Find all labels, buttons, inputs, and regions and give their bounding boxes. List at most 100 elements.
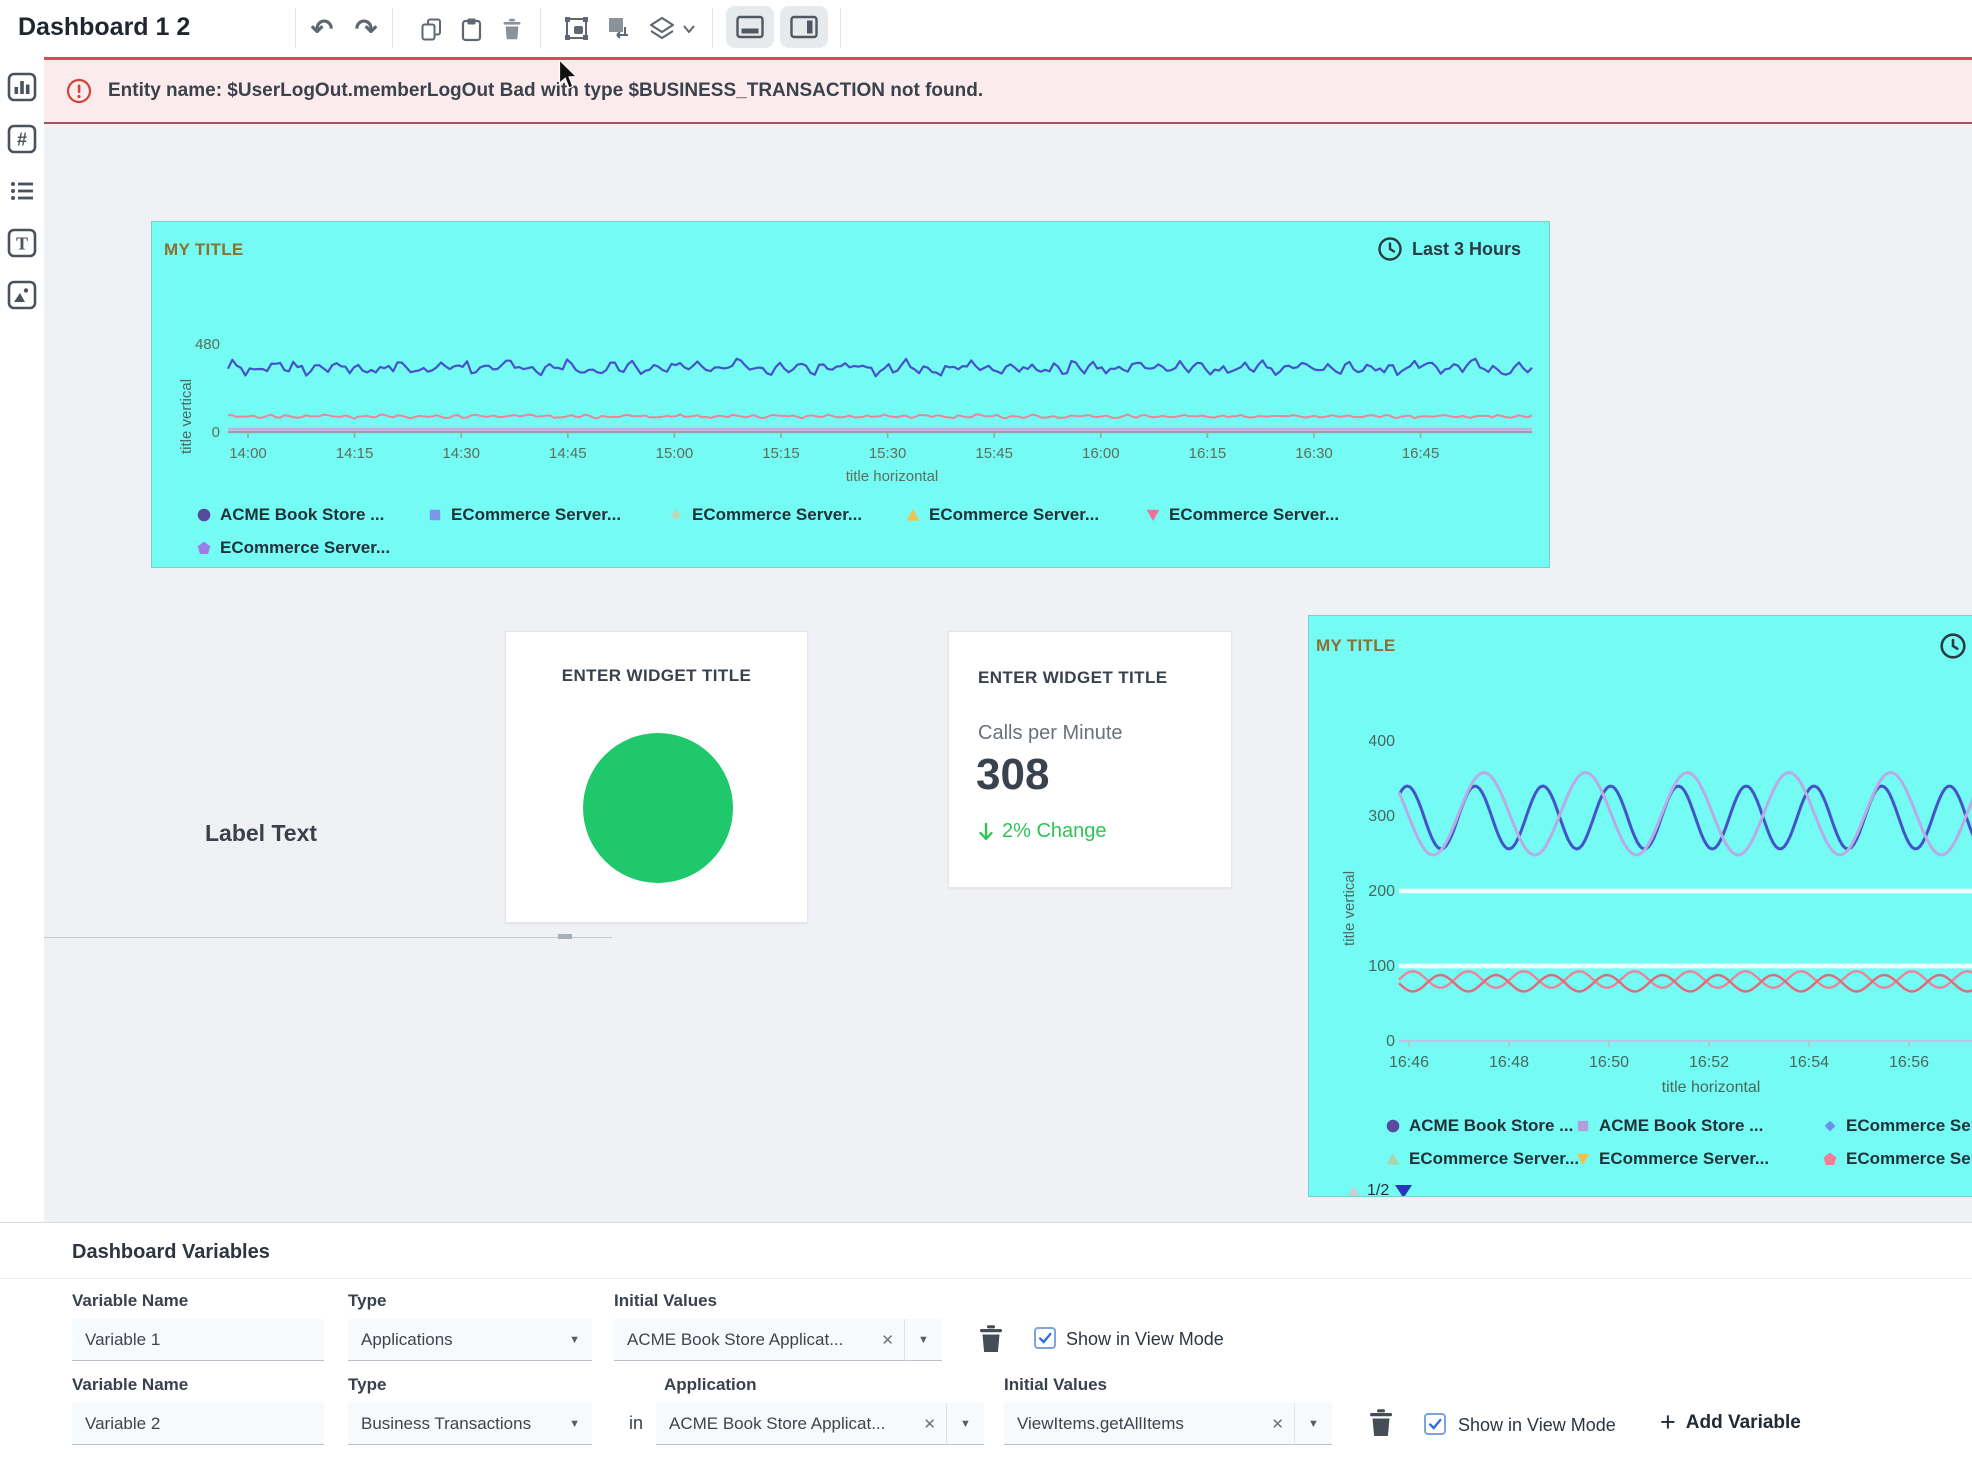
toggle-bottom-panel-button[interactable] [726,6,774,48]
initial-values-token[interactable]: ViewItems.getAllItems ✕ [1004,1403,1294,1445]
metric-change: 2% Change [978,820,1107,843]
legend-item[interactable]: ECommerce Server... [428,505,669,525]
square-marker-icon [428,508,442,522]
dashboard-editor: Dashboard 1 2 ↶ ↷ [0,0,1972,1484]
sidebar-item-text-widget[interactable]: T [6,227,38,259]
legend-item[interactable]: ECommerce Server... [1576,1149,1823,1169]
right-panel-icon [789,14,819,40]
check-icon [1427,1416,1443,1432]
initial-values-dropdown[interactable]: ▼ [1294,1403,1332,1445]
legend-label: ECommerce Server... [1169,505,1339,525]
label-widget[interactable]: Label Text [205,820,317,847]
layers-button[interactable] [643,10,681,48]
selection-resize-handle[interactable] [558,934,572,939]
arrow-down-icon [978,822,994,842]
legend-item[interactable]: ECommerce Server... [669,505,906,525]
variable-name-input[interactable]: Variable 1 [72,1319,324,1361]
metric-widget[interactable]: ENTER WIDGET TITLE Calls per Minute 308 … [948,631,1232,888]
svg-text:15:15: 15:15 [762,445,800,462]
undo-button[interactable]: ↶ [303,10,341,48]
sidebar-item-image-widget[interactable] [6,279,38,311]
svg-text:300: 300 [1369,808,1395,825]
type-select[interactable]: Applications ▼ [348,1319,592,1361]
number-icon: # [6,123,38,155]
chevron-down-icon: ▼ [918,1334,929,1346]
widget-title-placeholder[interactable]: ENTER WIDGET TITLE [978,668,1167,688]
square-marker-icon [1576,1119,1590,1133]
legend-label: ACME Book Store ... [1409,1116,1573,1136]
show-in-view-mode-checkbox[interactable] [1424,1413,1446,1435]
metric-change-label: 2% Change [1002,820,1107,843]
variable-name-label: Variable Name [72,1375,188,1395]
remove-token-icon[interactable]: ✕ [1261,1415,1294,1433]
copy-icon [418,16,445,43]
widget-title[interactable]: MY TITLE [164,240,244,260]
legend-item[interactable]: ECommerce Server... [197,538,428,558]
application-token[interactable]: ACME Book Store Applicat... ✕ [656,1403,946,1445]
page-down-icon[interactable] [1395,1185,1412,1198]
svg-text:100: 100 [1369,958,1395,975]
svg-text:title horizontal: title horizontal [846,468,939,485]
toggle-right-panel-button[interactable] [780,6,828,48]
layers-icon [647,14,677,44]
legend-item[interactable]: ECommerce Server... [1386,1149,1576,1169]
legend-item[interactable]: ECommerce Server... [1823,1116,1972,1136]
image-icon [6,279,38,311]
remove-token-icon[interactable]: ✕ [871,1331,904,1349]
remove-token-icon[interactable]: ✕ [913,1415,946,1433]
legend-item[interactable]: ECommerce Server... [906,505,1146,525]
show-in-view-mode-checkbox[interactable] [1034,1327,1056,1349]
legend-item[interactable]: ACME Book Store ... [1386,1116,1576,1136]
bring-to-front-button[interactable] [558,10,596,48]
sidebar-item-numeric-widget[interactable]: # [6,123,38,155]
legend-item[interactable]: ACME Book Store ... [197,505,428,525]
initial-values-dropdown[interactable]: ▼ [904,1319,942,1361]
timeseries-widget-a[interactable]: MY TITLE Last 3 Hours title vertical 14:… [151,221,1550,568]
pie-widget[interactable]: ENTER WIDGET TITLE [505,631,808,923]
widget-title-placeholder[interactable]: ENTER WIDGET TITLE [506,666,807,686]
legend-item[interactable]: ECommerce Server... [1146,505,1339,525]
type-label: Type [348,1291,386,1311]
widget-title[interactable]: MY TITLE [1316,636,1396,656]
chevron-down-icon: ▼ [960,1418,971,1430]
svg-text:16:50: 16:50 [1589,1054,1629,1071]
panel-divider [0,1278,1972,1279]
paste-button[interactable] [452,10,490,48]
timeseries-widget-b[interactable]: MY TITLE title vertical 16:4616:4816:501… [1308,615,1972,1197]
legend-item[interactable]: ACME Book Store ... [1576,1116,1823,1136]
panel-heading: Dashboard Variables [72,1241,270,1264]
copy-button[interactable] [412,10,450,48]
variable-name-input[interactable]: Variable 2 [72,1403,324,1445]
error-icon [66,78,92,104]
chevron-down-icon: ▼ [1308,1418,1319,1430]
send-to-back-button[interactable] [600,10,638,48]
time-range-selector[interactable]: Last 3 Hours [1377,236,1521,262]
time-range-selector[interactable] [1939,632,1967,665]
initial-values-token[interactable]: ACME Book Store Applicat... ✕ [614,1319,904,1361]
redo-button[interactable]: ↷ [347,10,385,48]
svg-text:480: 480 [195,336,220,353]
delete-variable-button[interactable] [1366,1407,1396,1439]
page-up-icon[interactable] [1346,1186,1361,1197]
svg-text:15:30: 15:30 [869,445,907,462]
delete-variable-button[interactable] [976,1323,1006,1355]
add-variable-button[interactable]: + Add Variable [1660,1409,1801,1436]
svg-text:0: 0 [1386,1033,1395,1050]
type-select[interactable]: Business Transactions ▼ [348,1403,592,1445]
circle-marker-icon [1386,1119,1400,1133]
legend-label: ECommerce Server... [1599,1149,1769,1169]
sidebar-item-chart-widget[interactable] [6,71,38,103]
sidebar-item-list-widget[interactable] [6,175,38,207]
legend-label: ECommerce Server... [929,505,1099,525]
chevron-down-icon: ▼ [569,1334,592,1346]
application-dropdown[interactable]: ▼ [946,1403,984,1445]
legend-label: ECommerce Server... [692,505,862,525]
layers-caret-button[interactable] [678,10,700,48]
error-banner: Entity name: $UserLogOut.memberLogOut Ba… [44,57,1972,124]
metric-value: 308 [976,750,1049,800]
check-icon [1037,1330,1053,1346]
legend-item[interactable]: ECommerce Server... [1823,1149,1972,1169]
legend-label: ECommerce Server... [1409,1149,1579,1169]
pentagon-marker-icon [1823,1152,1837,1166]
delete-button[interactable] [493,10,531,48]
